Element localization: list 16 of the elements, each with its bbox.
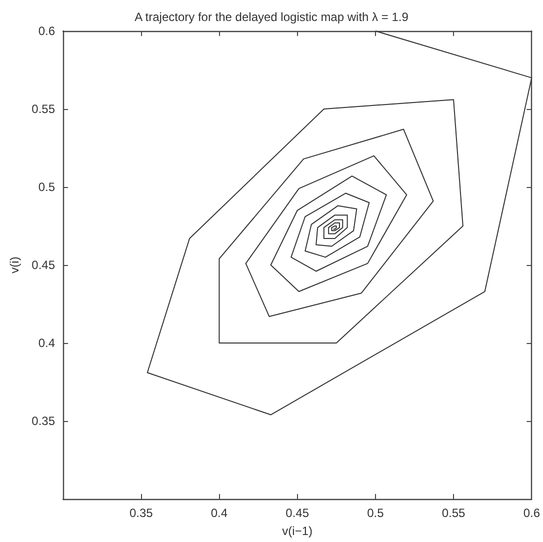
x-tick-label: 0.4 (210, 506, 228, 520)
y-tick-label: 0.6 (38, 24, 56, 38)
y-tick-label: 0.55 (32, 102, 56, 116)
line-series (146, 30, 532, 416)
x-tick-label: 0.6 (523, 506, 540, 520)
y-tick-label: 0.45 (32, 258, 56, 272)
x-tick-label: 0.45 (286, 506, 310, 520)
y-tick-label: 0.5 (38, 180, 56, 194)
y-tick-label: 0.35 (32, 414, 56, 428)
x-tick-label: 0.35 (129, 506, 154, 520)
x-tick-label: 0.5 (367, 506, 384, 520)
chart-title: A trajectory for the delayed logistic map with λ = 1.9 (134, 10, 409, 24)
y-tick-label: 0.4 (38, 336, 56, 350)
x-tick-label: 0.55 (442, 506, 466, 520)
x-axis-title: v(i−1) (282, 524, 312, 538)
y-axis-title: v(i) (8, 256, 22, 274)
